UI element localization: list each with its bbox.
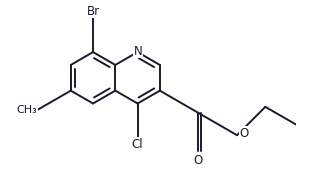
- Text: O: O: [239, 127, 249, 140]
- Text: CH₃: CH₃: [17, 105, 37, 115]
- Text: O: O: [194, 154, 203, 167]
- Text: N: N: [134, 45, 142, 58]
- Text: Br: Br: [86, 5, 100, 18]
- Text: Cl: Cl: [132, 138, 143, 151]
